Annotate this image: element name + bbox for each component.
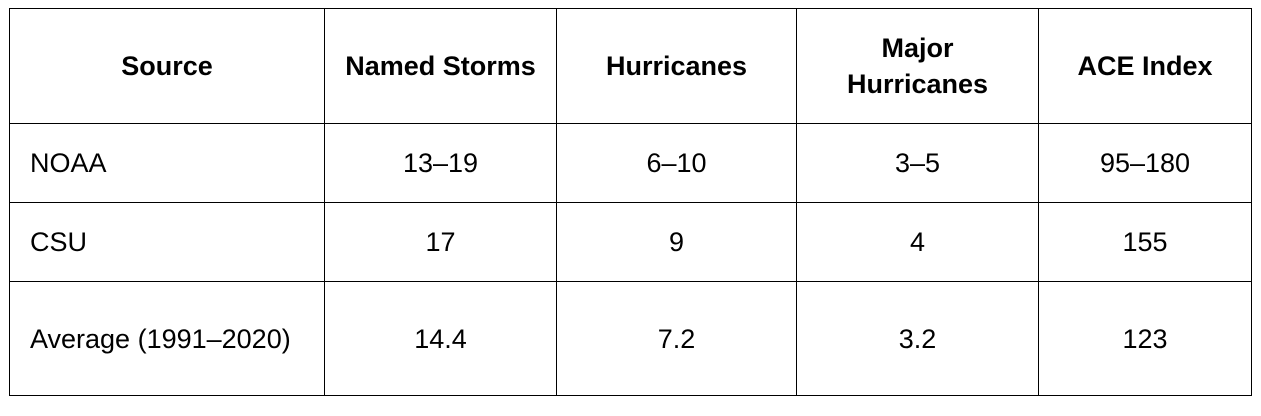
cell-ace-index: 123: [1038, 281, 1252, 396]
cell-named-storms: 17: [324, 202, 557, 282]
cell-named-storms: 13–19: [324, 123, 557, 203]
table-row: NOAA 13–19 6–10 3–5 95–180: [9, 123, 1252, 203]
header-named-storms: Named Storms: [324, 8, 557, 124]
cell-major-hurricanes: 3.2: [796, 281, 1039, 396]
cell-major-hurricanes: 4: [796, 202, 1039, 282]
cell-ace-index: 155: [1038, 202, 1252, 282]
hurricane-forecast-table: Source Named Storms Hurricanes Major Hur…: [9, 8, 1252, 396]
cell-source: NOAA: [9, 123, 325, 203]
header-hurricanes: Hurricanes: [556, 8, 797, 124]
header-ace-index: ACE Index: [1038, 8, 1252, 124]
header-major-hurricanes: Major Hurricanes: [796, 8, 1039, 124]
header-source: Source: [9, 8, 325, 124]
table-row: Average (1991–2020) 14.4 7.2 3.2 123: [9, 281, 1252, 396]
cell-ace-index: 95–180: [1038, 123, 1252, 203]
forecast-table-container: Source Named Storms Hurricanes Major Hur…: [9, 8, 1252, 396]
cell-hurricanes: 7.2: [556, 281, 797, 396]
cell-named-storms: 14.4: [324, 281, 557, 396]
cell-source: Average (1991–2020): [9, 281, 325, 396]
table-row: CSU 17 9 4 155: [9, 202, 1252, 282]
header-row: Source Named Storms Hurricanes Major Hur…: [9, 8, 1252, 124]
cell-source: CSU: [9, 202, 325, 282]
cell-hurricanes: 9: [556, 202, 797, 282]
cell-hurricanes: 6–10: [556, 123, 797, 203]
cell-major-hurricanes: 3–5: [796, 123, 1039, 203]
